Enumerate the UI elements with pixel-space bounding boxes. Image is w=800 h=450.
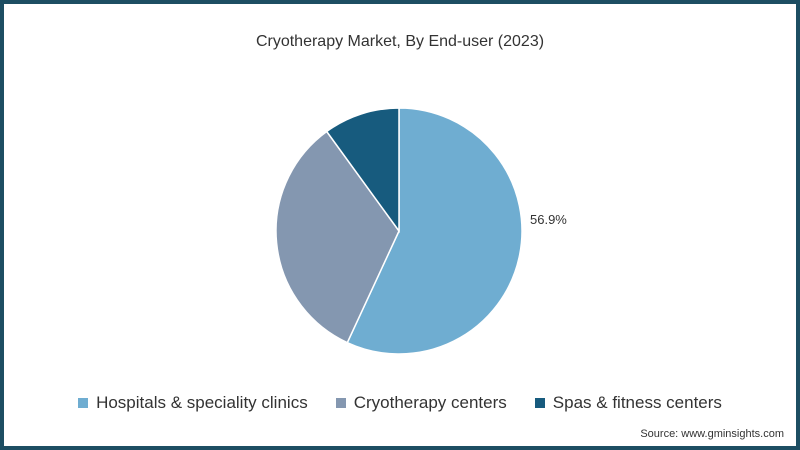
legend-swatch-icon bbox=[78, 398, 89, 408]
pie-slice-0[interactable] bbox=[346, 107, 523, 355]
legend-item-hospitals[interactable]: Hospitals & speciality clinics bbox=[78, 393, 308, 413]
pie-slice-2[interactable] bbox=[325, 107, 400, 234]
legend-swatch-icon bbox=[335, 398, 346, 408]
pie-slice-1[interactable] bbox=[275, 130, 400, 344]
data-label-hospitals: 56.9% bbox=[530, 212, 567, 227]
chart-title: Cryotherapy Market, By End-user (2023) bbox=[255, 33, 545, 50]
legend: Hospitals & speciality clinics Cryothera… bbox=[0, 393, 800, 413]
legend-item-cryotherapy-centers[interactable]: Cryotherapy centers bbox=[335, 393, 507, 413]
source-note: Source: www.gminsights.com bbox=[640, 428, 784, 440]
legend-label: Spas & fitness centers bbox=[552, 393, 722, 412]
legend-label: Hospitals & speciality clinics bbox=[96, 393, 308, 412]
legend-item-spas[interactable]: Spas & fitness centers bbox=[534, 393, 722, 413]
legend-swatch-icon bbox=[534, 398, 545, 408]
legend-label: Cryotherapy centers bbox=[353, 393, 507, 412]
